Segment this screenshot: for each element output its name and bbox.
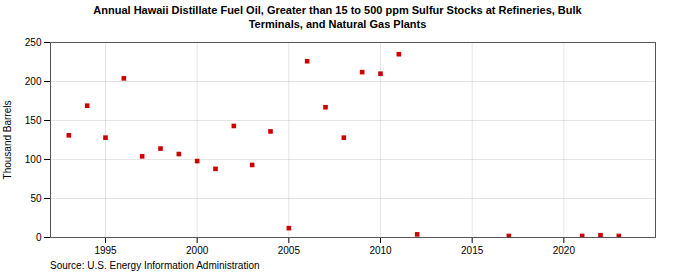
svg-text:Thousand Barrels: Thousand Barrels (2, 100, 13, 179)
svg-text:2005: 2005 (278, 244, 301, 255)
svg-text:0: 0 (36, 231, 42, 242)
svg-text:2010: 2010 (369, 244, 392, 255)
svg-text:2020: 2020 (553, 244, 576, 255)
html-text:Annual Hawaii Distillate Fuel: Annual Hawaii Distillate Fuel Oil, Great… (93, 4, 582, 31)
svg-text:200: 200 (25, 75, 42, 86)
svg-text:150: 150 (25, 114, 42, 125)
svg-text:2000: 2000 (186, 244, 209, 255)
svg-text:1995: 1995 (94, 244, 117, 255)
svg-text:2015: 2015 (461, 244, 484, 255)
html-text:Source: U.S. Energy Informatio: Source: U.S. Energy Information Administ… (50, 259, 260, 271)
svg-text:50: 50 (30, 192, 42, 203)
svg-text:250: 250 (25, 36, 42, 47)
svg-text:100: 100 (25, 153, 42, 164)
